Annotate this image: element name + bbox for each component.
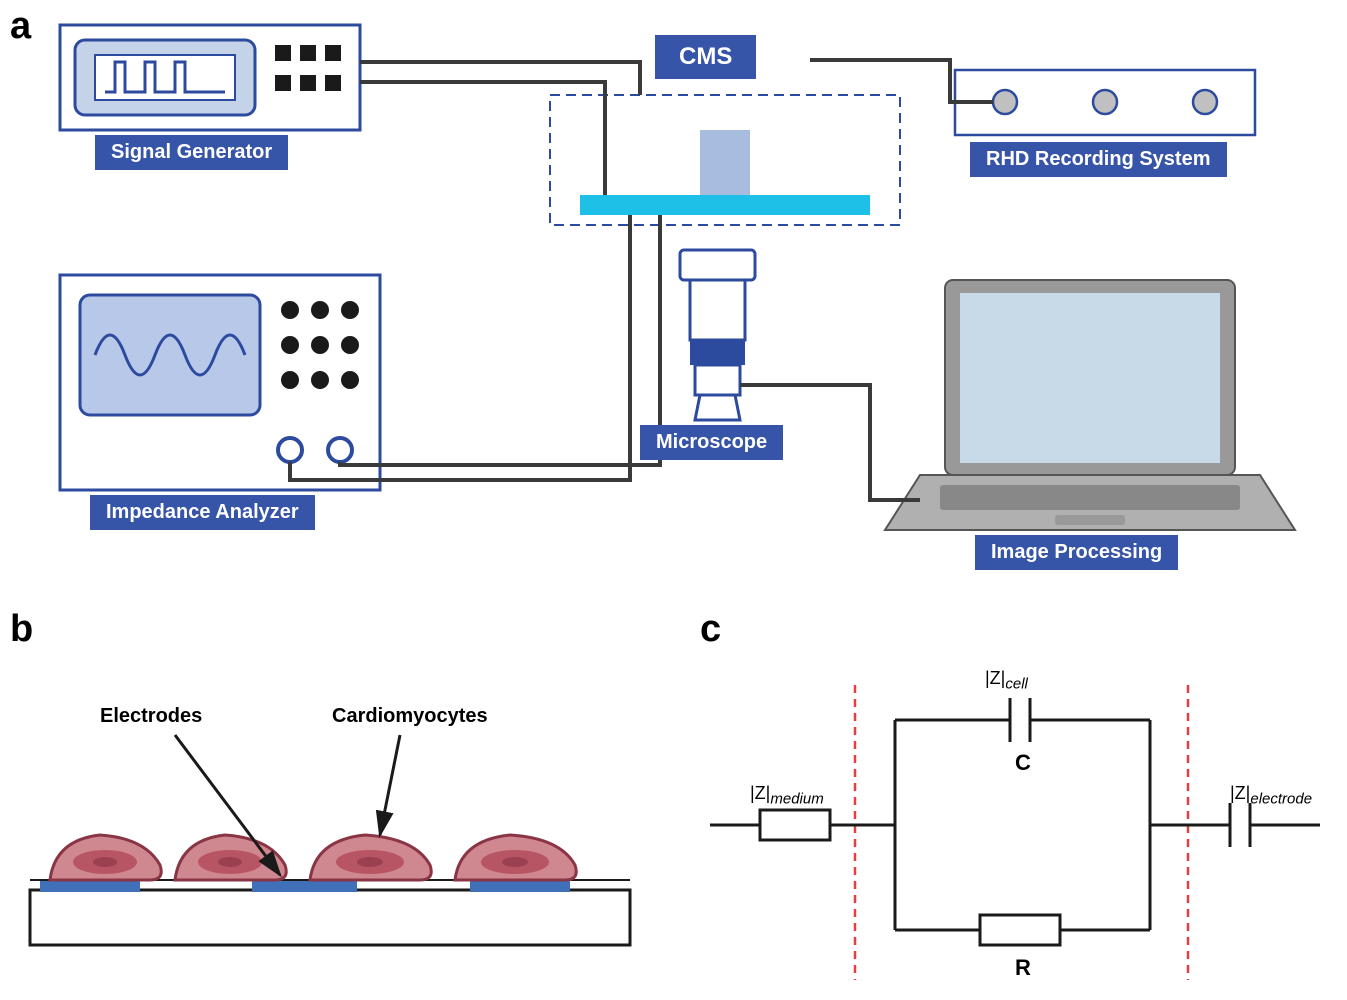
z-cell-label: |Z|cell [985, 668, 1028, 693]
z-electrode-label: |Z|electrode [1230, 783, 1312, 808]
image-processing-label: Image Processing [975, 535, 1178, 570]
c-label: C [1015, 750, 1031, 776]
z-medium-label: |Z|medium [750, 783, 824, 808]
electrodes-text: Electrodes [100, 705, 202, 728]
r-label: R [1015, 955, 1031, 981]
microscope-label: Microscope [640, 425, 783, 460]
impedance-label: Impedance Analyzer [90, 495, 315, 530]
panel-b-svg [0, 600, 680, 1000]
rhd-label: RHD Recording System [970, 142, 1227, 177]
signal-generator-label: Signal Generator [95, 135, 288, 170]
cardiomyocytes-text: Cardiomyocytes [332, 705, 488, 728]
cms-label: CMS [655, 35, 756, 79]
